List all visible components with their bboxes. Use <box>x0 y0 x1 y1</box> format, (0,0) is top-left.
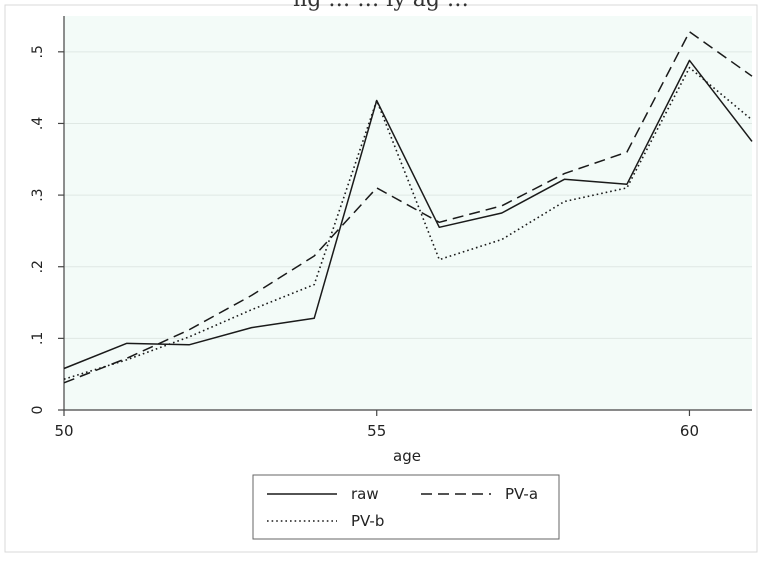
legend-label-pv-b: PV-b <box>351 512 384 530</box>
legend-label-pv-a: PV-a <box>505 485 538 503</box>
y-tick-label: .5 <box>30 45 46 58</box>
series-line-pv-a <box>63 31 753 384</box>
y-tick-label: .2 <box>30 260 46 273</box>
legend-box <box>252 474 560 540</box>
x-tick-label: 55 <box>367 422 386 440</box>
series-line-raw <box>63 59 753 370</box>
y-tick-label: 0 <box>30 406 46 415</box>
y-tick-label: .3 <box>30 188 46 201</box>
y-tick-label: .4 <box>30 117 46 130</box>
plot-area <box>64 16 752 410</box>
series-line-pv-b <box>63 66 753 380</box>
outer-frame <box>4 4 758 553</box>
x-tick-label: 60 <box>680 422 699 440</box>
x-tick-label: 50 <box>54 422 73 440</box>
x-axis-label: age <box>393 447 421 465</box>
y-tick-label: .1 <box>30 332 46 345</box>
legend-label-raw: raw <box>351 485 379 503</box>
chart-title-partial: ng … … ly ag … <box>0 0 762 12</box>
